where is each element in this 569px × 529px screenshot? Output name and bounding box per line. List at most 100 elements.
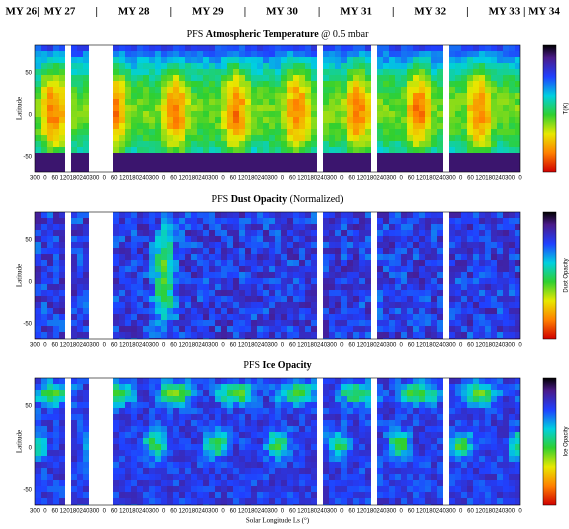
heatmap-cell (77, 308, 83, 314)
heatmap-cell (323, 230, 329, 236)
heatmap-cell (215, 153, 221, 159)
heatmap-cell (401, 218, 407, 224)
heatmap-cell (113, 302, 119, 308)
heatmap-cell (119, 498, 125, 504)
heatmap-cell (203, 254, 209, 260)
heatmap-cell (251, 123, 257, 129)
heatmap-cell (47, 414, 53, 420)
heatmap-cell (491, 332, 497, 338)
heatmap-cell (149, 450, 155, 456)
heatmap-cell (53, 111, 59, 117)
heatmap-cell (293, 69, 299, 75)
heatmap-cell (143, 498, 149, 504)
heatmap-cell (83, 141, 89, 147)
heatmap-cell (515, 75, 520, 81)
heatmap-cell (437, 165, 443, 171)
heatmap-cell (365, 314, 371, 320)
heatmap-cell (503, 474, 509, 480)
heatmap-cell (191, 474, 197, 480)
heatmap-cell (377, 332, 383, 338)
heatmap-cell (197, 474, 203, 480)
heatmap-cell (515, 51, 520, 57)
heatmap-cell (41, 218, 47, 224)
heatmap-cell (449, 408, 455, 414)
heatmap-cell (149, 444, 155, 450)
heatmap-cell (305, 408, 311, 414)
heatmap-cell (491, 314, 497, 320)
heatmap-cell (221, 93, 227, 99)
heatmap-cell (275, 480, 281, 486)
heatmap-cell (131, 123, 137, 129)
heatmap-cell (275, 314, 281, 320)
heatmap-cell (353, 81, 359, 87)
heatmap-cell (311, 254, 317, 260)
heatmap-cell (263, 332, 269, 338)
heatmap-cell (347, 260, 353, 266)
heatmap-cell (137, 320, 143, 326)
heatmap-cell (401, 438, 407, 444)
heatmap-cell (71, 242, 77, 248)
heatmap-cell (515, 135, 520, 141)
heatmap-cell (407, 87, 413, 93)
heatmap-cell (449, 308, 455, 314)
heatmap-cell (161, 99, 167, 105)
heatmap-cell (155, 153, 161, 159)
heatmap-cell (419, 45, 425, 51)
heatmap-cell (431, 486, 437, 492)
heatmap-cell (209, 87, 215, 93)
heatmap-cell (149, 402, 155, 408)
heatmap-cell (35, 266, 41, 272)
heatmap-cell (197, 396, 203, 402)
heatmap-cell (185, 450, 191, 456)
heatmap-cell (413, 242, 419, 248)
x-tick-label: 60 (467, 343, 474, 349)
heatmap-cell (449, 272, 455, 278)
heatmap-cell (425, 212, 431, 218)
heatmap-cell (209, 320, 215, 326)
heatmap-cell (365, 396, 371, 402)
heatmap-cell (113, 105, 119, 111)
heatmap-cell (221, 272, 227, 278)
heatmap-cell (185, 314, 191, 320)
heatmap-cell (143, 135, 149, 141)
heatmap-cell (413, 117, 419, 123)
heatmap-cell (515, 99, 520, 105)
heatmap-cell (461, 462, 467, 468)
heatmap-cell (425, 456, 431, 462)
heatmap-cell (347, 218, 353, 224)
heatmap-cell (59, 212, 65, 218)
heatmap-cell (431, 266, 437, 272)
heatmap-cell (437, 438, 443, 444)
heatmap-cell (299, 63, 305, 69)
heatmap-cell (299, 444, 305, 450)
heatmap-cell (233, 290, 239, 296)
heatmap-cell (473, 218, 479, 224)
heatmap-cell (407, 332, 413, 338)
heatmap-cell (47, 260, 53, 266)
heatmap-cell (167, 320, 173, 326)
heatmap-cell (473, 224, 479, 230)
heatmap-cell (53, 135, 59, 141)
heatmap-cell (341, 230, 347, 236)
heatmap-cell (413, 230, 419, 236)
heatmap-cell (383, 278, 389, 284)
heatmap-cell (401, 51, 407, 57)
heatmap-cell (455, 81, 461, 87)
heatmap-cell (383, 147, 389, 153)
heatmap-cell (449, 165, 455, 171)
heatmap-cell (197, 45, 203, 51)
heatmap-cell (305, 224, 311, 230)
heatmap-cell (59, 111, 65, 117)
heatmap-cell (461, 278, 467, 284)
heatmap-cell (125, 450, 131, 456)
heatmap-cell (515, 332, 520, 338)
heatmap-cell (383, 111, 389, 117)
heatmap-cell (113, 165, 119, 171)
heatmap-cell (35, 260, 41, 266)
heatmap-cell (125, 272, 131, 278)
heatmap-cell (227, 284, 233, 290)
heatmap-cell (515, 230, 520, 236)
heatmap-cell (197, 212, 203, 218)
heatmap-cell (359, 63, 365, 69)
heatmap-cell (491, 444, 497, 450)
